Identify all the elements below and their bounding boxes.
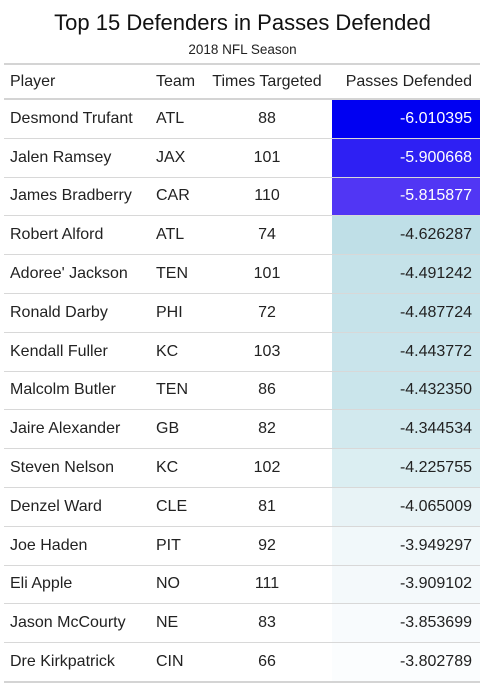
team-cell: JAX	[150, 138, 202, 178]
player-cell: Ronald Darby	[4, 293, 150, 333]
team-cell: KC	[150, 332, 202, 372]
times-targeted-cell: 66	[202, 642, 332, 683]
table-row: Adoree' Jackson TEN 101 -4.491242	[4, 254, 480, 294]
times-targeted-cell: 110	[202, 177, 332, 217]
player-cell: Denzel Ward	[4, 487, 150, 527]
table-row: Malcolm Butler TEN 86 -4.432350	[4, 371, 480, 411]
team-cell: KC	[150, 448, 202, 488]
player-cell: James Bradberry	[4, 177, 150, 217]
passes-defended-cell: -4.491242	[332, 254, 480, 294]
table-row: Desmond Trufant ATL 88 -6.010395	[4, 99, 480, 139]
team-cell: GB	[150, 409, 202, 450]
header-row: Player Team Times Targeted Passes Defend…	[4, 63, 480, 100]
passes-defended-cell: -4.487724	[332, 293, 480, 333]
times-targeted-cell: 82	[202, 409, 332, 450]
team-cell: PIT	[150, 526, 202, 566]
table-row: Steven Nelson KC 102 -4.225755	[4, 448, 480, 488]
team-cell: TEN	[150, 254, 202, 294]
team-cell: ATL	[150, 215, 202, 256]
passes-defended-cell: -6.010395	[332, 99, 480, 139]
player-cell: Dre Kirkpatrick	[4, 642, 150, 683]
passes-defended-cell: -4.443772	[332, 332, 480, 372]
player-cell: Adoree' Jackson	[4, 254, 150, 294]
times-targeted-cell: 83	[202, 603, 332, 644]
table-row: James Bradberry CAR 110 -5.815877	[4, 177, 480, 217]
table-row: Ronald Darby PHI 72 -4.487724	[4, 293, 480, 333]
player-cell: Steven Nelson	[4, 448, 150, 488]
table-row: Eli Apple NO 111 -3.909102	[4, 565, 480, 605]
table-title: Top 15 Defenders in Passes Defended	[54, 10, 431, 35]
table-row: Dre Kirkpatrick CIN 66 -3.802789	[4, 642, 480, 683]
passes-defended-cell: -5.815877	[332, 177, 480, 217]
team-cell: NO	[150, 565, 202, 605]
team-cell: ATL	[150, 99, 202, 139]
times-targeted-cell: 72	[202, 293, 332, 333]
times-targeted-cell: 102	[202, 448, 332, 488]
times-targeted-cell: 101	[202, 254, 332, 294]
passes-defended-cell: -5.900668	[332, 138, 480, 178]
table-row: Joe Haden PIT 92 -3.949297	[4, 526, 480, 566]
team-cell: TEN	[150, 371, 202, 411]
team-cell: NE	[150, 603, 202, 644]
player-cell: Jalen Ramsey	[4, 138, 150, 178]
times-targeted-cell: 103	[202, 332, 332, 372]
player-cell: Eli Apple	[4, 565, 150, 605]
times-targeted-cell: 111	[202, 565, 332, 605]
times-targeted-cell: 74	[202, 215, 332, 256]
times-targeted-cell: 86	[202, 371, 332, 411]
passes-defended-cell: -4.225755	[332, 448, 480, 488]
passes-defended-cell: -3.909102	[332, 565, 480, 605]
player-cell: Jaire Alexander	[4, 409, 150, 450]
header-passes-defended: Passes Defended	[332, 63, 480, 100]
player-cell: Kendall Fuller	[4, 332, 150, 372]
passes-defended-cell: -3.853699	[332, 603, 480, 644]
table-subtitle: 2018 NFL Season	[188, 42, 297, 57]
header-player: Player	[4, 63, 150, 100]
team-cell: CAR	[150, 177, 202, 217]
table-row: Denzel Ward CLE 81 -4.065009	[4, 487, 480, 527]
passes-defended-cell: -4.626287	[332, 215, 480, 256]
player-cell: Desmond Trufant	[4, 99, 150, 139]
player-cell: Joe Haden	[4, 526, 150, 566]
passes-defended-cell: -4.344534	[332, 409, 480, 450]
table-row: Jason McCourty NE 83 -3.853699	[4, 603, 480, 644]
team-cell: CIN	[150, 642, 202, 683]
team-cell: PHI	[150, 293, 202, 333]
table-row: Jalen Ramsey JAX 101 -5.900668	[4, 138, 480, 178]
table-row: Kendall Fuller KC 103 -4.443772	[4, 332, 480, 372]
player-cell: Jason McCourty	[4, 603, 150, 644]
table-row: Jaire Alexander GB 82 -4.344534	[4, 409, 480, 450]
passes-defended-cell: -3.802789	[332, 642, 480, 683]
times-targeted-cell: 101	[202, 138, 332, 178]
table-row: Robert Alford ATL 74 -4.626287	[4, 215, 480, 256]
defenders-table: Player Team Times Targeted Passes Defend…	[4, 63, 480, 683]
header-team: Team	[150, 63, 202, 100]
times-targeted-cell: 88	[202, 99, 332, 139]
times-targeted-cell: 81	[202, 487, 332, 527]
player-cell: Malcolm Butler	[4, 371, 150, 411]
times-targeted-cell: 92	[202, 526, 332, 566]
table-body: Desmond Trufant ATL 88 -6.010395 Jalen Ramse…	[4, 99, 480, 683]
passes-defended-cell: -3.949297	[332, 526, 480, 566]
passes-defended-cell: -4.432350	[332, 371, 480, 411]
header-times-targeted: Times Targeted	[202, 63, 332, 100]
passes-defended-cell: -4.065009	[332, 487, 480, 527]
player-cell: Robert Alford	[4, 215, 150, 256]
team-cell: CLE	[150, 487, 202, 527]
